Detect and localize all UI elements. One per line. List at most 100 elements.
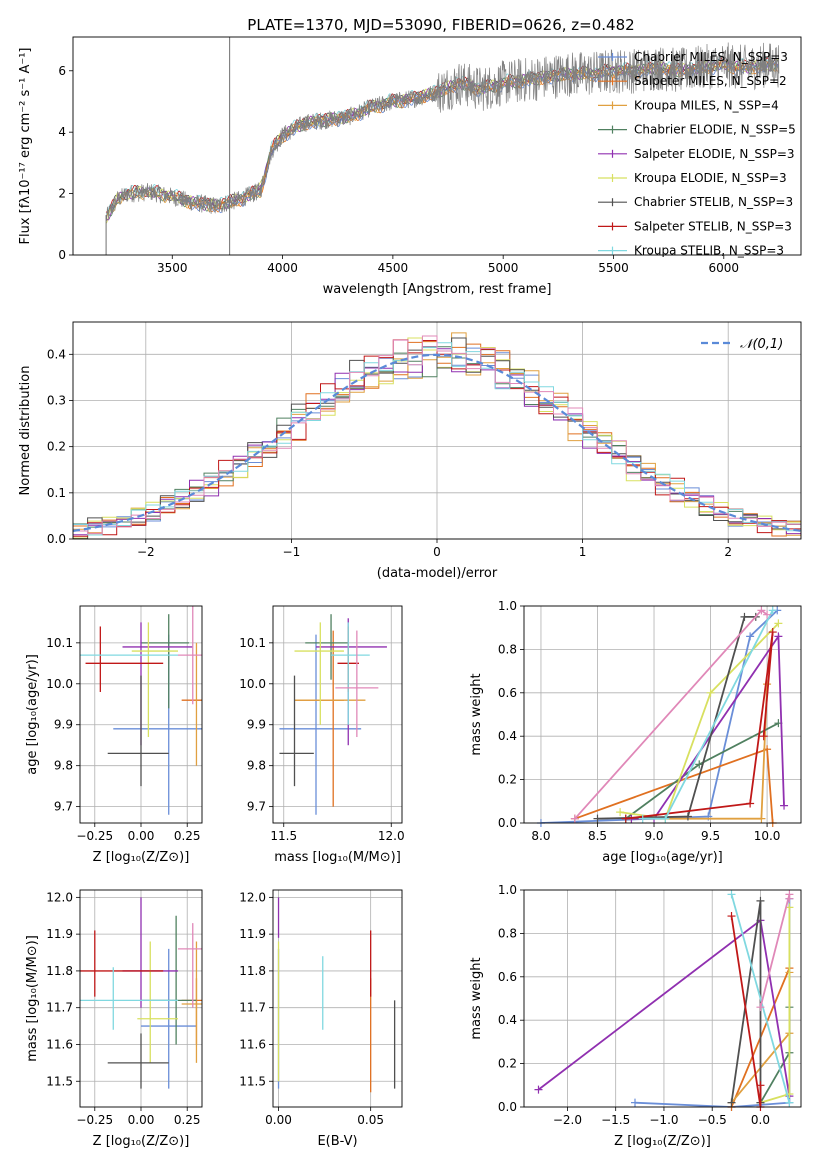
figure-title: PLATE=1370, MJD=53090, FIBERID=0626, z=0… xyxy=(247,16,634,34)
y-tick-label: 0.4 xyxy=(498,729,517,743)
legend-label: Chabrier STELIB, N_SSP=3 xyxy=(634,195,793,209)
y-tick-label: 10.1 xyxy=(46,636,73,650)
plot-frame xyxy=(272,889,403,1108)
y-tick-label: 12.0 xyxy=(239,890,266,904)
y-tick-label: 0.8 xyxy=(498,642,517,656)
weight-marker xyxy=(593,814,602,823)
errorbar-point xyxy=(279,634,362,815)
y-tick-label: 0.6 xyxy=(498,970,517,984)
errorbar-point xyxy=(131,622,178,738)
y-tick-label: 0.2 xyxy=(498,773,517,787)
plot-frame xyxy=(523,605,802,824)
x-tick-label: 0 xyxy=(433,545,441,559)
y-tick-label: 9.9 xyxy=(54,718,73,732)
legend-label: Salpeter MILES, N_SSP=2 xyxy=(634,74,787,88)
y-tick-label: 11.5 xyxy=(239,1074,266,1088)
errorbar-point xyxy=(107,1033,169,1089)
errorbar-point xyxy=(80,967,178,1030)
weight-marker xyxy=(630,1098,639,1107)
errorbar-point xyxy=(294,622,344,725)
y-tick-label: 11.8 xyxy=(46,964,73,978)
weight-marker xyxy=(683,812,692,821)
weight-marker xyxy=(534,1085,543,1094)
y-tick-label: 10.0 xyxy=(239,677,266,691)
y-tick-label: 11.7 xyxy=(239,1001,266,1015)
weight-marker xyxy=(757,814,766,823)
y-tick-label: 11.6 xyxy=(46,1037,73,1051)
weight-vs-Z-chart: −2.0 −1.5 −1.0 −0.5 0.0 0.0 0.2 0.4 0.6 0.8 1.0 Z [… xyxy=(469,883,802,1149)
plot-frame xyxy=(79,605,203,824)
x-tick-label: 8.5 xyxy=(588,829,607,843)
x-tick-label: −1 xyxy=(283,545,301,559)
x-tick-label: 0.00 xyxy=(265,1113,292,1127)
x-tick-label: −2 xyxy=(137,545,155,559)
plot-frame xyxy=(272,605,403,824)
y-tick-label: 11.9 xyxy=(239,927,266,941)
weight-line xyxy=(625,631,774,820)
weight-marker xyxy=(785,1098,794,1107)
weight-marker xyxy=(740,612,749,621)
weight-marker xyxy=(661,814,670,823)
weight-line xyxy=(730,915,762,1107)
errorbar-point xyxy=(80,930,164,997)
x-tick-label: 9.0 xyxy=(644,829,663,843)
weight-marker xyxy=(756,896,765,905)
weight-marker xyxy=(727,890,736,899)
y-tick-label: 1.0 xyxy=(498,599,517,613)
x-tick-label: 6000 xyxy=(709,261,740,275)
legend-label: Chabrier MILES, N_SSP=3 xyxy=(634,50,788,64)
errorbar-point xyxy=(177,923,202,1008)
y-tick-label: 0.0 xyxy=(47,532,66,546)
x-axis-label: age [log₁₀(age/yr)] xyxy=(602,850,723,865)
plot-frame xyxy=(523,889,802,1108)
y-tick-label: 0.4 xyxy=(47,347,66,361)
y-tick-label: 11.8 xyxy=(239,964,266,978)
y-axis-label: Normed distribution xyxy=(18,366,33,496)
weight-marker xyxy=(746,799,755,808)
x-tick-label: 0.0 xyxy=(751,1113,770,1127)
x-axis-label: Z [log₁₀(Z/Z⊙)] xyxy=(93,1134,190,1149)
weight-marker xyxy=(616,808,625,817)
y-tick-label: 2 xyxy=(58,187,66,201)
x-tick-label: 3500 xyxy=(157,261,188,275)
x-axis-label: wavelength [Angstrom, rest frame] xyxy=(323,282,552,297)
weight-marker xyxy=(638,814,647,823)
errorbar-point xyxy=(279,675,314,787)
weight-marker xyxy=(570,814,579,823)
weight-marker xyxy=(727,1098,736,1107)
weight-marker xyxy=(756,1003,765,1012)
y-tick-label: 0.6 xyxy=(498,686,517,700)
x-tick-label: −1.5 xyxy=(601,1113,630,1127)
chart-root: 3500 4000 4500 5000 5500 6000 0 2 4 6 wavelength [… xyxy=(18,36,802,1149)
errorbar-point xyxy=(335,630,379,738)
y-tick-label: 10.0 xyxy=(46,677,73,691)
y-tick-label: 0.8 xyxy=(498,926,517,940)
weight-marker xyxy=(768,628,777,637)
errorbar-point xyxy=(316,618,387,746)
x-tick-label: 5000 xyxy=(488,261,519,275)
x-axis-label: E(B-V) xyxy=(317,1134,357,1149)
errorbar-point xyxy=(177,606,202,705)
y-axis-label: mass [log₁₀(M/M⊙)] xyxy=(25,935,40,1062)
weight-marker xyxy=(746,632,755,641)
errorbar-point xyxy=(137,941,178,1063)
spectrum-data-line xyxy=(105,42,780,222)
y-tick-label: 4 xyxy=(58,125,66,139)
legend-label: Salpeter ELODIE, N_SSP=3 xyxy=(634,147,795,161)
y-tick-label: 0 xyxy=(58,248,66,262)
x-tick-label: −2.0 xyxy=(553,1113,582,1127)
x-axis-label: Z [log₁₀(Z/Z⊙)] xyxy=(614,1134,711,1149)
y-tick-label: 11.5 xyxy=(46,1074,73,1088)
spectrum-legend: Chabrier MILES, N_SSP=3 Salpeter MILES, N… xyxy=(598,50,796,258)
mass-vs-EBV-chart: 0.00 0.05 11.5 11.6 11.7 11.8 11.9 12.0 E(B-V) xyxy=(239,889,403,1149)
x-axis-label: mass [log₁₀(M/M⊙)] xyxy=(274,850,401,865)
legend-label: Salpeter STELIB, N_SSP=3 xyxy=(634,219,792,233)
x-tick-label: 1 xyxy=(579,545,587,559)
y-axis-label: age [log₁₀(age/yr)] xyxy=(25,654,40,775)
residuals-chart: −2 −1 0 1 2 0.0 0.1 0.2 0.3 0.4 (data-model)/error… xyxy=(18,321,802,581)
y-tick-label: 10.1 xyxy=(239,636,266,650)
x-tick-label: 0.05 xyxy=(357,1113,384,1127)
age-vs-mass-chart: 11.5 12.0 9.7 9.8 9.9 10.0 10.1 mass [log₁₀(M/M… xyxy=(239,605,405,865)
weight-marker xyxy=(780,801,789,810)
